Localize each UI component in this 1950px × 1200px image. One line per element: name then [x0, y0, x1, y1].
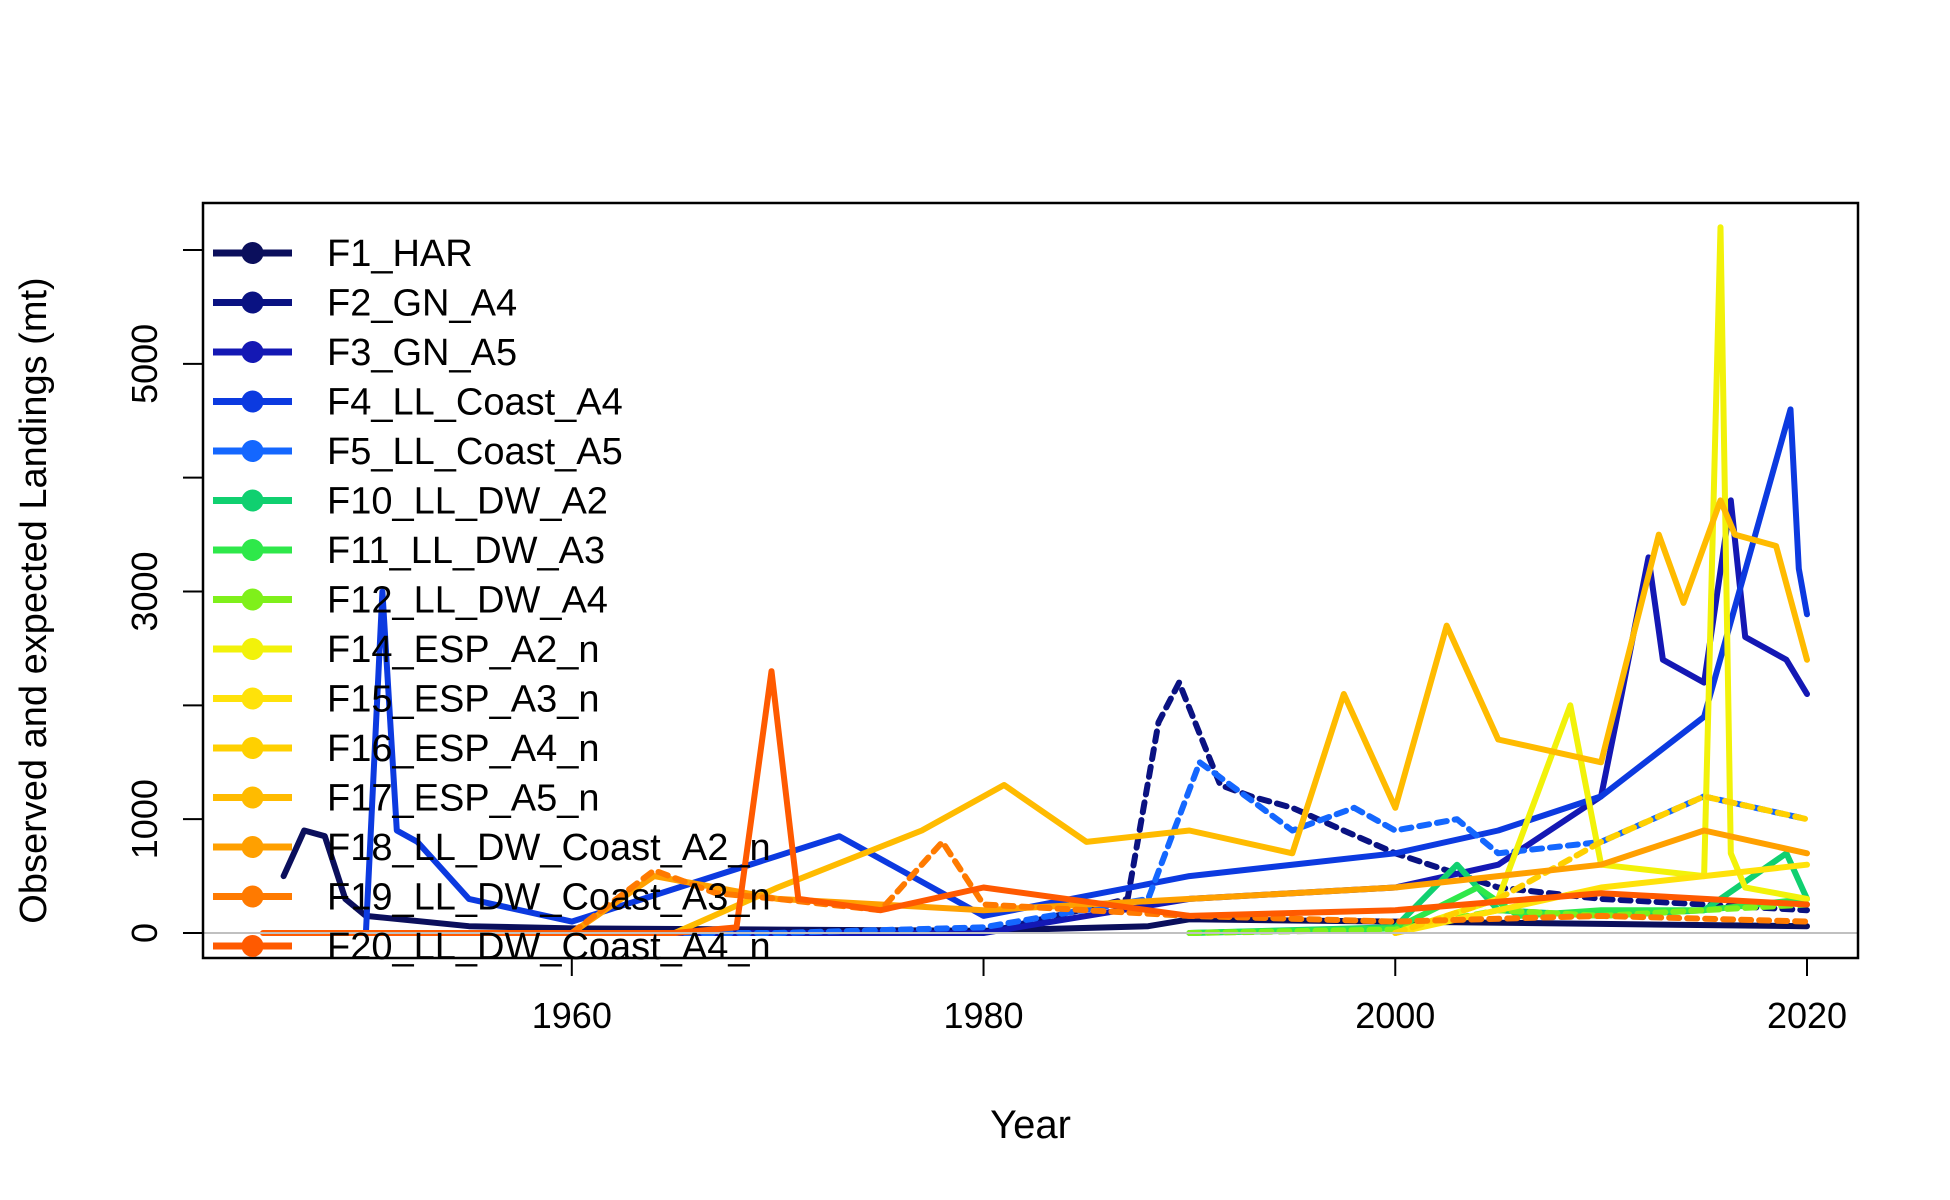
legend-label: F20_LL_DW_Coast_A4_n [327, 926, 771, 968]
x-tick-label: 2020 [1767, 995, 1847, 1036]
legend-label: F11_LL_DW_A3 [327, 530, 605, 572]
legend-label: F12_LL_DW_A4 [327, 580, 608, 622]
legend-swatch-marker [241, 539, 264, 561]
legend-label: F3_GN_A5 [327, 332, 517, 374]
y-axis-label: Observed and expected Landings (mt) [13, 277, 55, 923]
series-line-4 [362, 406, 1810, 936]
legend-label: F2_GN_A4 [327, 283, 517, 325]
legend-swatch-marker [241, 489, 264, 512]
x-axis-label: Year [990, 1103, 1071, 1147]
series-line-5 [465, 759, 1810, 936]
series-line-14 [568, 838, 1810, 936]
series-line-8 [1186, 901, 1810, 936]
legend-swatch-marker [241, 935, 264, 957]
legend-label: F10_LL_DW_A2 [327, 481, 608, 523]
legend-label: F17_ESP_A5_n [327, 778, 600, 820]
legend-swatch-marker [241, 588, 264, 611]
y-axis: 0 1000 3000 5000 [124, 249, 203, 943]
legend-label: F19_LL_DW_Coast_A3_n [327, 877, 771, 919]
series-line-12 [671, 497, 1810, 936]
legend-swatch-marker [241, 836, 264, 858]
legend-swatch-marker [241, 291, 264, 314]
legend-swatch-marker [241, 440, 264, 462]
series-line-11 [1392, 793, 1810, 936]
y-tick-label: 5000 [124, 324, 165, 404]
legend-swatch-marker [241, 737, 264, 759]
legend-swatch-marker [241, 786, 264, 809]
legend: F1_HAR F2_GN_A4 F3_GN_A5 F4_LL_Coast_A4 F5_L… [213, 233, 771, 968]
y-tick-label: 1000 [124, 779, 165, 859]
legend-label: F15_ESP_A3_n [327, 679, 600, 721]
series-line-13 [568, 827, 1810, 936]
legend-label: F4_LL_Coast_A4 [327, 382, 623, 424]
legend-label: F18_LL_DW_Coast_A2_n [327, 827, 771, 869]
x-tick-label: 1980 [943, 995, 1023, 1036]
legend-swatch-marker [241, 687, 264, 710]
legend-label: F14_ESP_A2_n [327, 629, 600, 671]
x-tick-label: 1960 [532, 995, 612, 1036]
legend-swatch-marker [241, 885, 264, 908]
x-axis: 1960 1980 2000 2020 [532, 958, 1847, 1036]
x-tick-label: 2000 [1355, 995, 1435, 1036]
legend-swatch-marker [241, 242, 264, 264]
legend-swatch-marker [241, 390, 264, 413]
legend-swatch-marker [241, 341, 264, 363]
legend-swatch-marker [241, 638, 264, 660]
legend-label: F1_HAR [327, 233, 473, 275]
y-tick-label: 3000 [124, 551, 165, 631]
legend-label: F5_LL_Coast_A5 [327, 431, 623, 473]
plot-frame [201, 201, 1860, 960]
legend-label: F16_ESP_A4_n [327, 728, 600, 770]
y-tick-label: 0 [124, 923, 165, 943]
